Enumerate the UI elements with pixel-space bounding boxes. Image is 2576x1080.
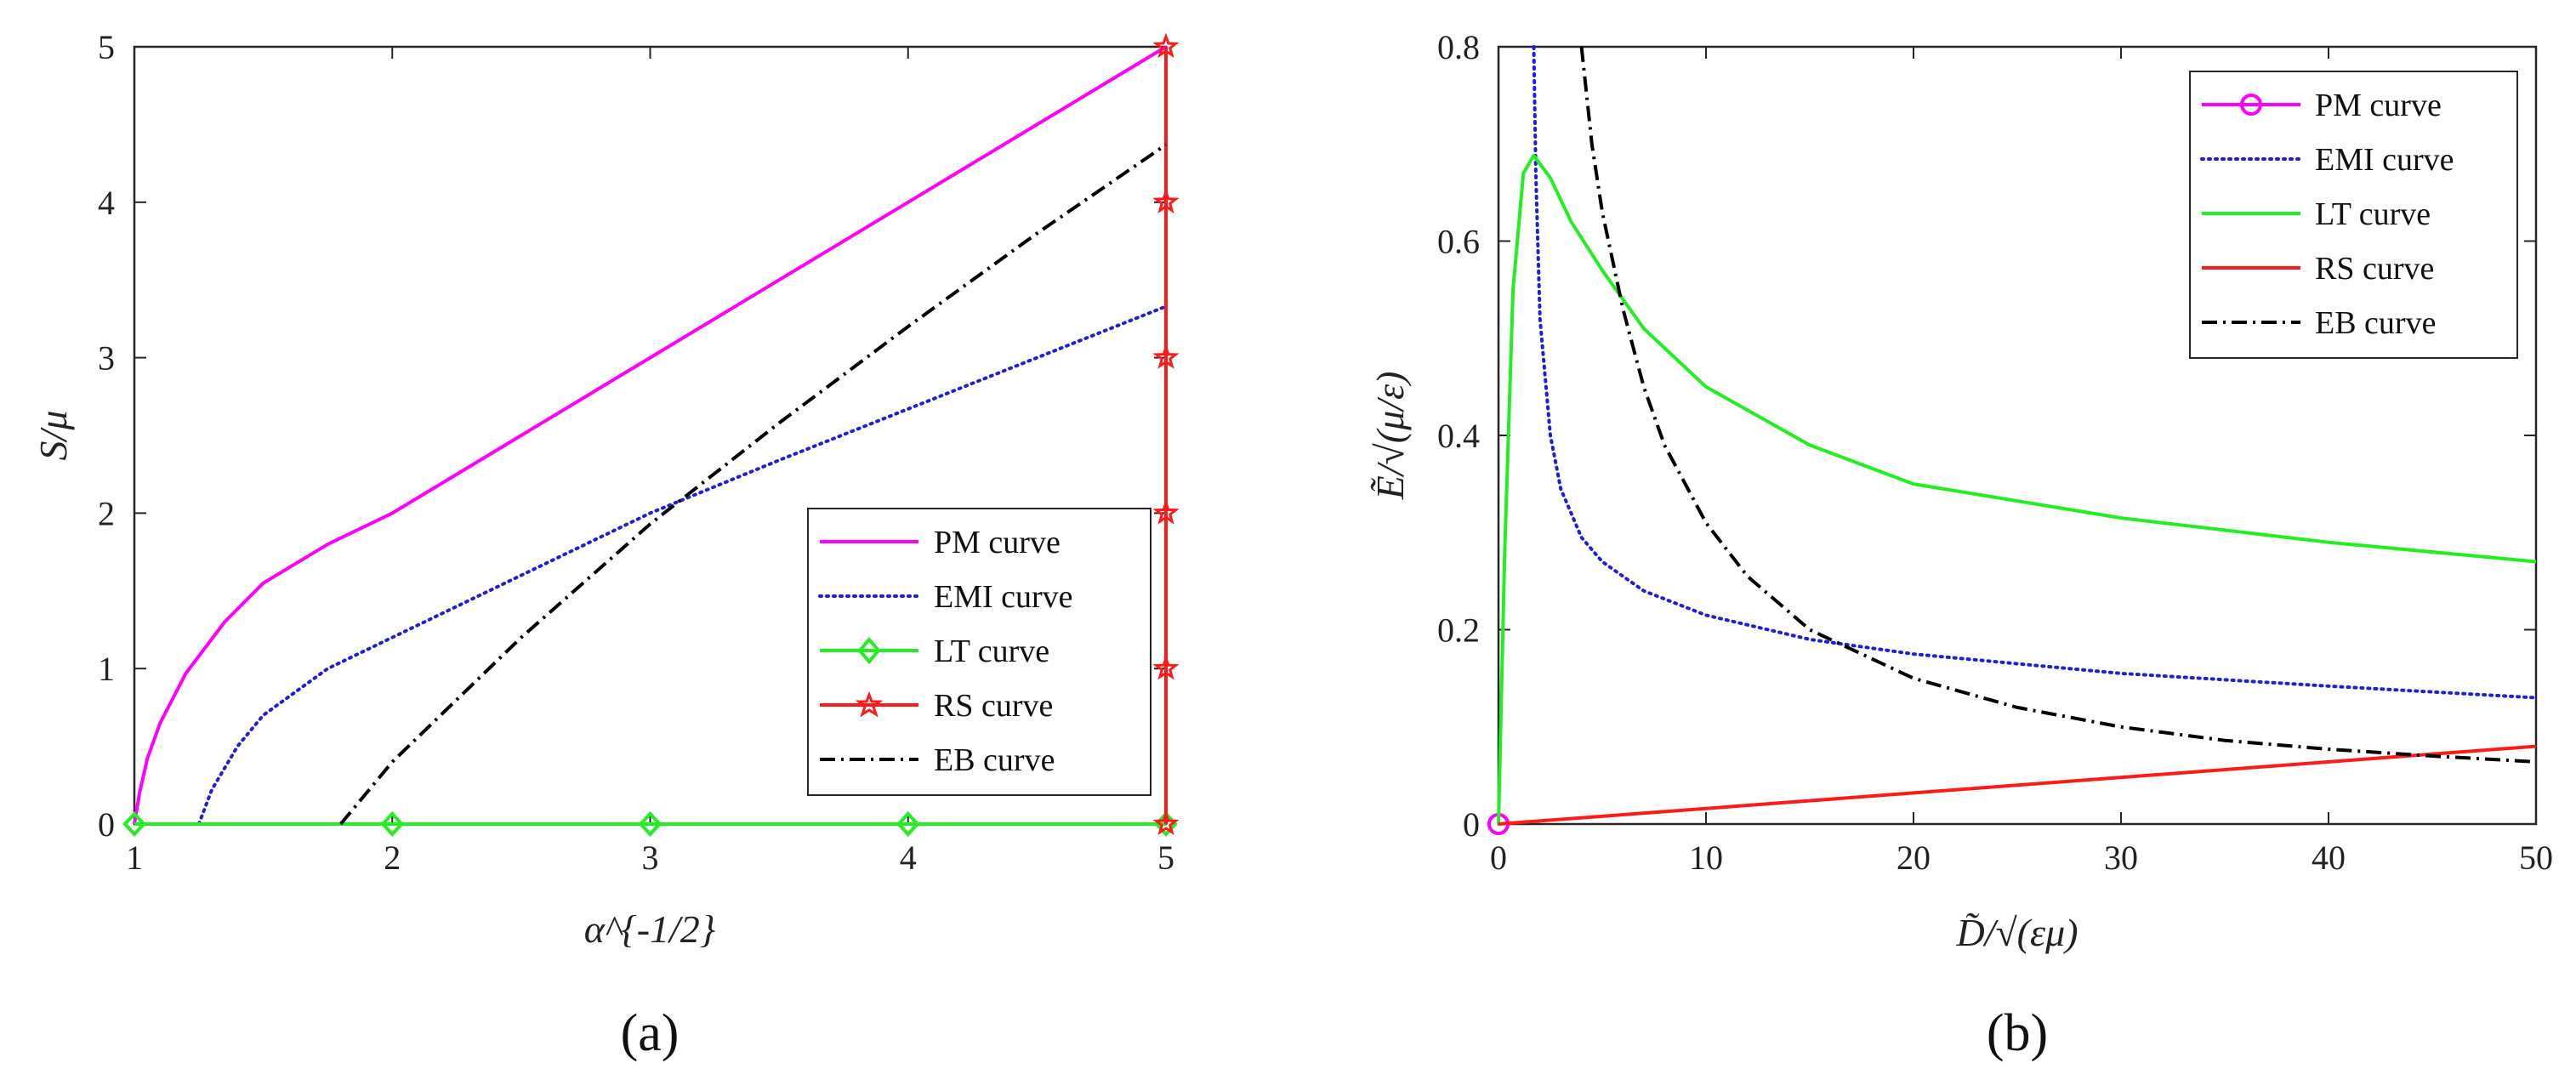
chart-a-series-lt-point [122, 811, 146, 837]
chart-a-legend-label-lt: LT curve [934, 634, 1049, 669]
chart-b-legend-label-eb: EB curve [2315, 305, 2436, 341]
chart-b-series-emi-line [1532, 45, 2538, 700]
chart-a-series-lt-point [638, 811, 662, 837]
chart-b-ytick-label: 0.6 [1437, 223, 1480, 261]
chart-b-ylabel: Ẽ/√(μ/ε) [1368, 372, 1412, 501]
chart-a-series-rs-point [1152, 810, 1180, 836]
chart-a-series-lt-point [896, 811, 920, 837]
chart-a-ytick-label: 3 [98, 339, 115, 378]
chart-b-legend-label-pm: PM curve [2315, 88, 2442, 123]
chart-b-xtick-label: 50 [2519, 838, 2553, 877]
chart-b-ytick-label: 0.2 [1437, 611, 1480, 650]
chart-b-legend-label-emi: EMI curve [2315, 142, 2454, 178]
chart-a-series-eb-line [339, 143, 1168, 826]
chart-b-ytick-label: 0.4 [1437, 417, 1480, 455]
chart-a-ytick-label: 2 [98, 494, 115, 532]
chart-a-panel-label: (a) [621, 1004, 680, 1062]
chart-a-legend-label-eb: EB curve [934, 742, 1055, 778]
chart-a: 1 2 3 4 5 0 1 2 3 4 5 α^{-1/2} S/μ PM cu… [31, 28, 1180, 1062]
chart-a-series-pm-line [133, 45, 1168, 825]
chart-b-legend-label-lt: LT curve [2315, 196, 2431, 232]
chart-a-series-rs-point [1152, 32, 1180, 59]
chart-a-series-emi-line [196, 304, 1168, 826]
chart-b-series [1487, 45, 2538, 835]
chart-a-xlabel: α^{-1/2} [584, 907, 715, 951]
chart-b-xtick-label: 30 [2104, 838, 2138, 877]
chart-b-ytick-label: 0 [1463, 805, 1480, 844]
chart-b-xtick-label: 0 [1490, 838, 1507, 877]
chart-b-series-lt-line [1497, 154, 2537, 825]
chart-a-xtick-label: 2 [384, 838, 401, 877]
chart-a-xtick-label: 4 [900, 838, 917, 877]
chart-b: 0 10 20 30 40 50 0 0.2 0.4 0.6 0.8 D̃/√(… [1368, 28, 2553, 1062]
chart-a-ytick-label: 1 [98, 650, 115, 688]
chart-a-xtick-label: 1 [126, 838, 143, 877]
chart-a-legend-marker-lt [857, 636, 881, 665]
chart-a-xtick-label: 3 [642, 838, 659, 877]
chart-a-legend-label-emi: EMI curve [934, 579, 1073, 615]
chart-a-series-rs-point [1152, 654, 1180, 680]
chart-a-ytick-label: 5 [98, 28, 115, 66]
chart-b-series-rs-line [1498, 744, 2537, 826]
chart-b-legend-marker-pm [2240, 94, 2262, 116]
chart-a-ytick-label: 0 [98, 805, 115, 844]
chart-b-xtick-label: 40 [2312, 838, 2346, 877]
chart-b-xlabel: D̃/√(εμ) [1955, 911, 2078, 954]
chart-a-series-rs-point [1152, 188, 1180, 213]
chart-a-legend-marker-rs [855, 691, 884, 718]
chart-b-panel-label: (b) [1987, 1004, 2048, 1062]
chart-b-series-eb-line [1579, 46, 2537, 764]
chart-b-legend-label-rs: RS curve [2315, 251, 2434, 287]
chart-a-ytick-label: 4 [98, 184, 115, 222]
chart-b-xtick-label: 20 [1896, 838, 1931, 877]
chart-b-xtick-label: 10 [1689, 838, 1723, 877]
chart-a-ylabel: S/μ [31, 411, 75, 461]
chart-b-legend: PM curve EMI curve LT curve RS curve EB … [2189, 71, 2518, 359]
chart-a-series-rs-point [1152, 344, 1180, 369]
chart-a-legend: PM curve EMI curve LT curve RS curve EB … [807, 508, 1152, 796]
chart-a-legend-label-pm: PM curve [934, 525, 1061, 560]
chart-a-series-lt-point [380, 811, 404, 837]
chart-b-ytick-label: 0.8 [1437, 28, 1480, 66]
chart-a-series [122, 32, 1180, 837]
chart-a-xtick-label: 5 [1157, 838, 1174, 877]
chart-a-legend-label-rs: RS curve [934, 688, 1053, 724]
chart-a-series-rs-point [1152, 498, 1180, 525]
